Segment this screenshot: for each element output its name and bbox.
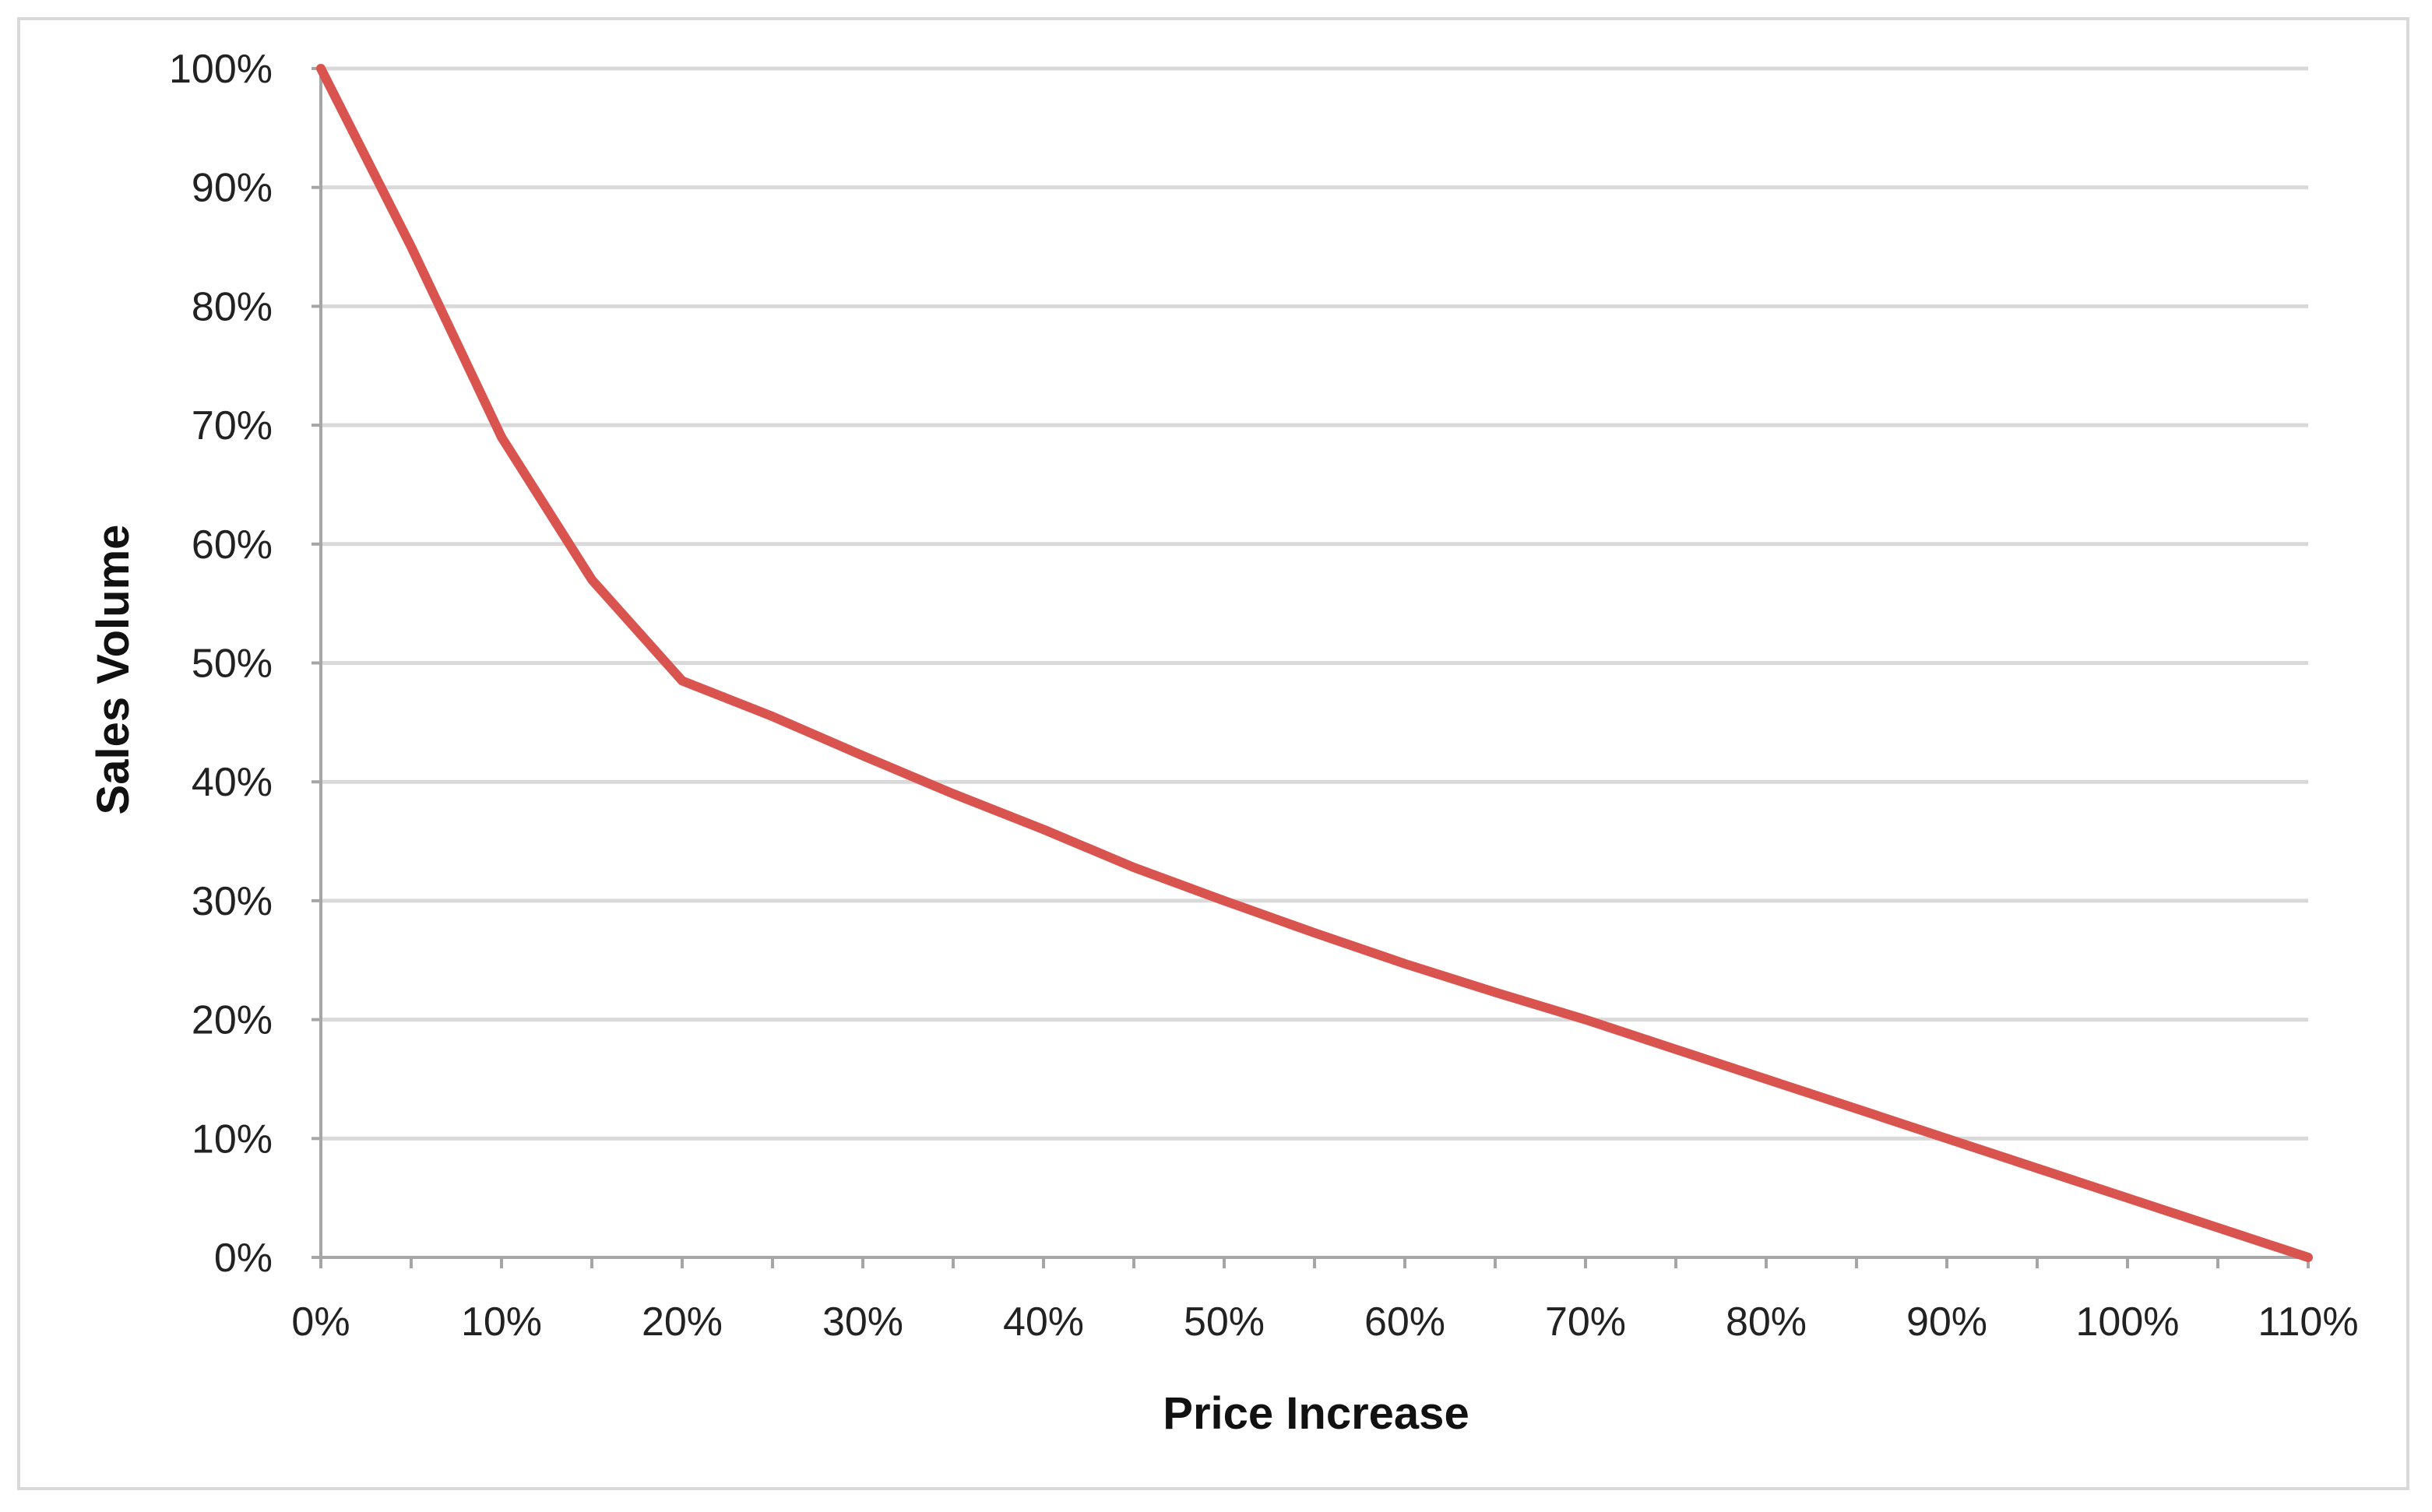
y-tick-label: 30% — [192, 879, 273, 924]
x-tick-label: 0% — [291, 1299, 350, 1345]
x-tick-label: 80% — [1726, 1299, 1807, 1345]
x-tick-label: 60% — [1364, 1299, 1445, 1345]
y-tick-label: 70% — [192, 403, 273, 448]
y-tick-label: 100% — [169, 47, 273, 92]
y-tick-label: 40% — [192, 760, 273, 805]
y-axis-title: Sales Volume — [88, 525, 139, 815]
axes — [311, 67, 2310, 1268]
x-axis-title: Price Increase — [1163, 1388, 1469, 1439]
x-tick-label: 10% — [461, 1299, 542, 1345]
y-tick-label: 60% — [192, 522, 273, 568]
x-tick-label: 110% — [2258, 1299, 2358, 1345]
y-tick-label: 50% — [192, 642, 273, 687]
y-tick-label: 0% — [214, 1236, 273, 1281]
y-tick-label: 80% — [192, 284, 273, 329]
y-tick-label: 20% — [192, 998, 273, 1043]
x-tick-label: 40% — [1003, 1299, 1084, 1345]
x-tick-label: 50% — [1184, 1299, 1265, 1345]
y-tick-label: 10% — [192, 1116, 273, 1162]
x-tick-label: 100% — [2076, 1299, 2180, 1345]
x-tick-label: 70% — [1545, 1299, 1626, 1345]
tick-labels: 0% 10% 20% 30% 40% 50% 60% 70% 80% 90% 100% 0% 10% 20… — [169, 47, 2359, 1345]
x-tick-label: 90% — [1906, 1299, 1987, 1345]
x-tick-label: 20% — [642, 1299, 723, 1345]
x-tick-label: 30% — [822, 1299, 903, 1345]
series-line-0 — [316, 64, 2313, 1262]
gridlines — [321, 66, 2308, 1141]
series-layer — [316, 64, 2313, 1262]
y-tick-label: 90% — [192, 166, 273, 211]
